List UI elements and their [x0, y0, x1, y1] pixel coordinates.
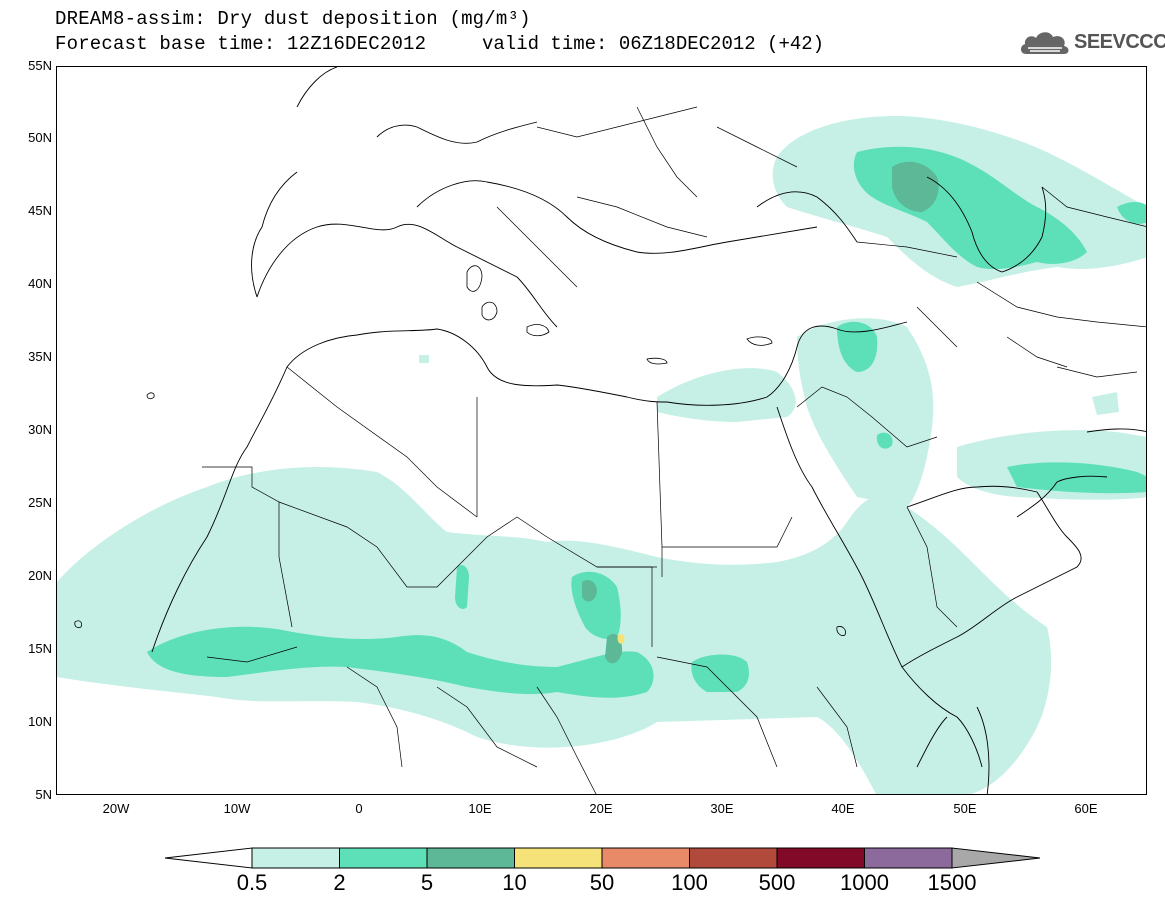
- lon-label-50E: 50E: [953, 801, 977, 816]
- colorbar-label-1500: 1500: [927, 870, 977, 895]
- lat-label-20N: 20N: [28, 568, 52, 583]
- forecast-base-time: Forecast base time: 12Z16DEC2012: [55, 33, 427, 55]
- colorbar-label-100: 100: [671, 870, 708, 895]
- lat-label-40N: 40N: [28, 276, 52, 291]
- lat-label-50N: 50N: [28, 130, 52, 145]
- colorbar-box-0.5: [251, 847, 340, 869]
- colorbar-box-5: [426, 847, 515, 869]
- colorbar-over-triangle: [951, 847, 1041, 869]
- colorbar-label-10: 10: [502, 870, 527, 895]
- cloud-logo-icon: [1020, 32, 1069, 54]
- logo-text: SEEVCCC: [1074, 31, 1165, 53]
- colorbar-box-10: [514, 847, 603, 869]
- seevccc-logo: SEEVCCC: [1018, 28, 1165, 58]
- colorbar-label-2: 2: [333, 870, 346, 895]
- lat-label-30N: 30N: [28, 422, 52, 437]
- lon-label-20E: 20E: [589, 801, 613, 816]
- lon-label-20W: 20W: [102, 801, 130, 816]
- lat-label-5N: 5N: [35, 787, 52, 802]
- colorbar-label-50: 50: [589, 870, 615, 895]
- lat-label-25N: 25N: [28, 495, 52, 510]
- colorbar-label-5: 5: [420, 870, 434, 895]
- colorbar-box-500: [776, 847, 865, 869]
- map-panel: [56, 66, 1147, 795]
- colorbar-box-50: [601, 847, 690, 869]
- map-canvas: [57, 67, 1146, 794]
- coastlines: [151, 67, 1146, 794]
- colorbar-box-100: [689, 847, 778, 869]
- islands: [74, 265, 846, 636]
- colorbar-label-1000: 1000: [840, 870, 889, 895]
- lon-label-0: 0: [355, 801, 363, 816]
- lon-label-60E: 60E: [1074, 801, 1098, 816]
- lat-label-15N: 15N: [28, 641, 52, 656]
- colorbar-label-500: 500: [758, 870, 796, 895]
- lon-label-10E: 10E: [468, 801, 492, 816]
- lat-label-45N: 45N: [28, 203, 52, 218]
- colorbar: [164, 847, 1041, 869]
- deposition-area-10: [617, 633, 625, 644]
- colorbar-box-2: [339, 847, 428, 869]
- colorbar-box-1000: [864, 847, 953, 869]
- lat-label-10N: 10N: [28, 714, 52, 729]
- figure-title: DREAM8-assim: Dry dust deposition (mg/m³…: [55, 8, 531, 30]
- lon-label-10W: 10W: [223, 801, 251, 816]
- colorbar-under-triangle: [164, 847, 253, 869]
- colorbar-boxes: [164, 847, 1041, 869]
- valid-time: valid time: 06Z18DEC2012 (+42): [482, 33, 825, 55]
- country-borders: [202, 106, 1146, 794]
- deposition-area-5: [582, 161, 939, 664]
- colorbar-label-0.5: 0.5: [236, 870, 268, 895]
- lat-label-35N: 35N: [28, 349, 52, 364]
- lon-label-40E: 40E: [831, 801, 855, 816]
- lat-label-55N: 55N: [28, 58, 52, 73]
- lon-label-30E: 30E: [710, 801, 734, 816]
